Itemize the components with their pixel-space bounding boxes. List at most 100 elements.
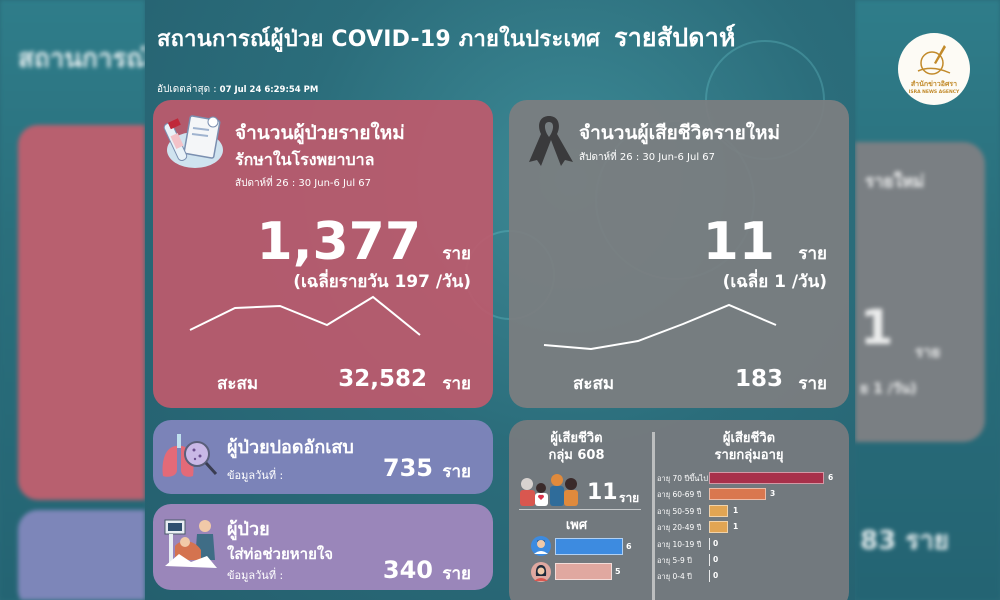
- age-value: 6: [828, 473, 834, 482]
- age-bar: [709, 521, 728, 533]
- pneumonia-value: 735: [382, 454, 433, 482]
- pneumonia-card: ผู้ป่วยปอดอักเสบ ข้อมูลวันที่ : 735 ราย: [153, 420, 493, 494]
- new-deaths-average: (เฉลี่ย 1 /วัน): [722, 272, 827, 292]
- new-deaths-sparkline: [543, 303, 777, 350]
- ghost-title: สถานการณ์ผู้ป่วย COVID-19 ภายในประเทศ: [18, 44, 145, 74]
- male-value: 6: [626, 542, 632, 551]
- new-deaths-cumulative-unit: ราย: [798, 374, 827, 394]
- infographic: สถานการณ์ผู้ป่วย COVID-19 ภายในประเทศ ราย…: [145, 0, 855, 600]
- female-avatar-icon: [531, 562, 551, 582]
- age-row: อายุ 50-59 ปี 1: [657, 505, 847, 519]
- age-bar: [709, 570, 710, 582]
- age-row: อายุ 10-19 ปี 0: [657, 538, 847, 552]
- age-label: อายุ 20-49 ปี: [657, 523, 702, 532]
- deaths-breakdown-card: ผู้เสียชีวิต กลุ่ม 608 11 ราย เพศ 6 5: [509, 420, 849, 600]
- age-row: อายุ 60-69 ปี 3: [657, 488, 847, 502]
- medical-report-icon: [163, 112, 227, 180]
- divider: [519, 509, 641, 510]
- new-deaths-card: จำนวนผู้เสียชีวิตรายใหม่ สัปดาห์ที่ 26 :…: [509, 100, 849, 408]
- age-bar: [709, 505, 728, 517]
- divider: [652, 432, 655, 600]
- lungs-magnifier-icon: [159, 432, 221, 486]
- male-avatar-icon: [531, 536, 551, 556]
- age-label: อายุ 10-19 ปี: [657, 540, 702, 549]
- blurred-background-left: สถานการณ์ผู้ป่วย COVID-19 ภายในประเทศ: [0, 0, 145, 600]
- isra-news-logo: สำนักข่าวอิศรา ISRA NEWS AGENCY: [898, 33, 970, 105]
- group608-title: ผู้เสียชีวิต กลุ่ม 608: [509, 430, 644, 464]
- update-value: 07 Jul 24 6:29:54 PM: [219, 85, 319, 95]
- age-title-line2: รายกลุ่มอายุ: [714, 448, 784, 463]
- ghost-text: ราย: [915, 343, 941, 361]
- sex-title: เพศ: [565, 518, 588, 533]
- ghost-text: ย 1 /วัน): [860, 381, 917, 397]
- age-value: 0: [713, 571, 719, 580]
- ventilator-date-label: ข้อมูลวันที่ :: [227, 569, 284, 582]
- pneumonia-unit: ราย: [442, 462, 471, 482]
- new-cases-value: 1,377: [256, 212, 421, 272]
- title-strong: รายสัปดาห์: [614, 23, 736, 52]
- new-cases-cumulative-value: 32,582: [338, 366, 427, 392]
- female-bar: [555, 563, 612, 580]
- new-cases-unit: ราย: [442, 244, 471, 264]
- age-label: อายุ 50-59 ปี: [657, 507, 702, 516]
- ventilator-patient-icon: [161, 516, 221, 578]
- age-bar: [709, 472, 824, 484]
- age-row: อายุ 0-4 ปี 0: [657, 570, 847, 584]
- new-deaths-unit: ราย: [798, 244, 827, 264]
- group608-title-line1: ผู้เสียชีวิต: [550, 431, 603, 446]
- age-value: 3: [770, 489, 776, 498]
- group608-title-line2: กลุ่ม 608: [548, 448, 605, 463]
- new-deaths-cumulative-label: สะสม: [573, 374, 615, 394]
- family-masks-icon: [517, 472, 581, 512]
- ventilator-subtitle: ใส่ท่อช่วยหายใจ: [227, 545, 333, 563]
- group608-value: 11: [587, 480, 618, 505]
- new-cases-subtitle: รักษาในโรงพยาบาล: [235, 150, 375, 169]
- age-title-line1: ผู้เสียชีวิต: [722, 431, 776, 446]
- age-label: อายุ 70 ปีขึ้นไป: [657, 474, 708, 483]
- group608-unit: ราย: [619, 491, 640, 505]
- logo-thai-text: สำนักข่าวอิศรา: [910, 80, 958, 88]
- ghost-text: 83 ราย: [860, 526, 950, 556]
- new-cases-week: สัปดาห์ที่ 26 : 30 Jun-6 Jul 67: [235, 178, 372, 189]
- ghost-card: [18, 510, 145, 600]
- age-bar: [709, 554, 710, 566]
- new-deaths-title: จำนวนผู้เสียชีวิตรายใหม่: [579, 122, 781, 144]
- black-ribbon-icon: [521, 112, 577, 172]
- age-row: อายุ 5-9 ปี 0: [657, 554, 847, 568]
- pneumonia-date-label: ข้อมูลวันที่ :: [227, 469, 284, 482]
- age-label: อายุ 0-4 ปี: [657, 572, 692, 581]
- new-deaths-week: สัปดาห์ที่ 26 : 30 Jun-6 Jul 67: [579, 152, 716, 163]
- age-row: อายุ 70 ปีขึ้นไป 6: [657, 472, 847, 486]
- new-cases-sparkline: [189, 295, 421, 336]
- page-title: สถานการณ์ผู้ป่วย COVID-19 ภายในประเทศ ราย…: [157, 18, 736, 58]
- age-bar: [709, 538, 710, 550]
- update-label: อัปเดตล่าสุด :: [157, 84, 217, 95]
- new-cases-title: จำนวนผู้ป่วยรายใหม่: [235, 122, 405, 144]
- age-label: อายุ 5-9 ปี: [657, 556, 692, 565]
- ghost-card: [18, 125, 145, 500]
- last-updated: อัปเดตล่าสุด :07 Jul 24 6:29:54 PM: [157, 82, 318, 97]
- male-bar: [555, 538, 623, 555]
- new-cases-cumulative-label: สะสม: [217, 374, 259, 394]
- age-value: 0: [713, 539, 719, 548]
- ghost-text: 1: [860, 300, 894, 356]
- ventilator-title: ผู้ป่วย: [227, 519, 270, 540]
- ghost-card: [855, 142, 985, 442]
- ventilator-value: 340: [382, 556, 433, 584]
- ventilator-card: ผู้ป่วย ใส่ท่อช่วยหายใจ ข้อมูลวันที่ : 3…: [153, 504, 493, 590]
- ghost-text: รายใหม่: [865, 172, 925, 192]
- age-bar: [709, 488, 766, 500]
- new-deaths-cumulative-value: 183: [734, 366, 783, 392]
- new-deaths-value: 11: [702, 212, 775, 272]
- logo-english-text: ISRA NEWS AGENCY: [908, 90, 960, 95]
- pneumonia-title: ผู้ป่วยปอดอักเสบ: [227, 437, 354, 458]
- age-value: 0: [713, 555, 719, 564]
- age-value: 1: [733, 522, 739, 531]
- female-value: 5: [615, 567, 621, 576]
- title-text: สถานการณ์ผู้ป่วย COVID-19 ภายในประเทศ: [157, 27, 601, 52]
- age-row: อายุ 20-49 ปี 1: [657, 521, 847, 535]
- pen-globe-icon: [917, 45, 951, 75]
- age-breakdown-title: ผู้เสียชีวิต รายกลุ่มอายุ: [649, 430, 849, 464]
- ventilator-unit: ราย: [442, 564, 471, 584]
- age-value: 1: [733, 506, 739, 515]
